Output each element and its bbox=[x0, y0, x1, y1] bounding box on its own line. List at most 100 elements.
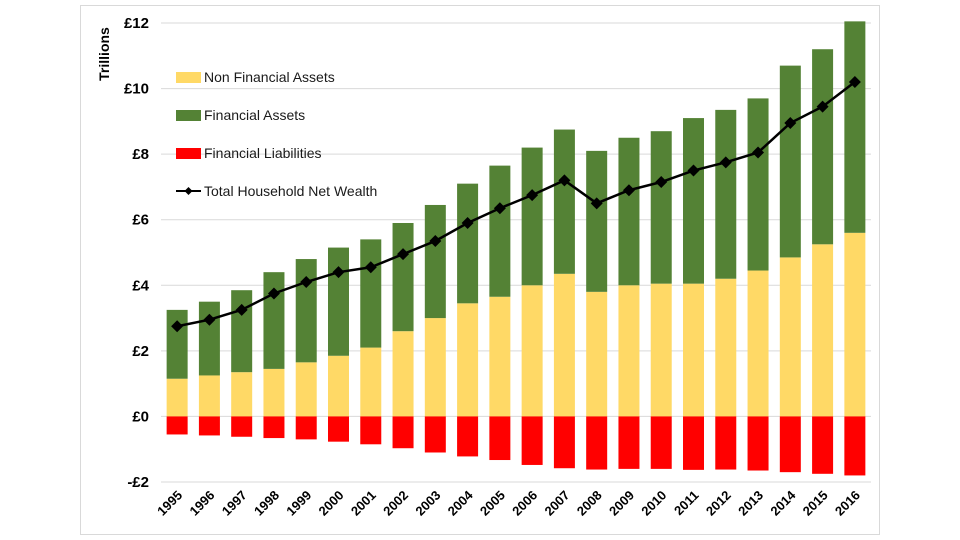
bar-financial-assets bbox=[231, 290, 253, 373]
bar-non-financial-assets bbox=[747, 270, 769, 417]
net-wealth-line bbox=[171, 76, 861, 333]
bar-non-financial-assets bbox=[231, 372, 253, 417]
bar-non-financial-assets bbox=[586, 291, 608, 417]
net-wealth-marker bbox=[235, 303, 248, 316]
x-tick-label: 2004 bbox=[445, 487, 477, 519]
legend-label-non-financial-assets: Non Financial Assets bbox=[204, 69, 335, 85]
net-wealth-marker bbox=[816, 100, 829, 113]
bar-non-financial-assets bbox=[166, 378, 188, 417]
bar-financial-liabilities bbox=[812, 416, 834, 474]
bar-financial-assets bbox=[618, 137, 640, 286]
bar-non-financial-assets bbox=[618, 285, 640, 417]
y-tick-label: £12 bbox=[124, 15, 149, 32]
x-tick-label: 2000 bbox=[316, 488, 347, 519]
net-wealth-marker bbox=[590, 197, 603, 210]
x-tick-label: 1998 bbox=[251, 488, 282, 519]
bar-financial-assets bbox=[812, 49, 834, 245]
net-wealth-marker bbox=[493, 202, 506, 215]
x-tick-label: 2006 bbox=[509, 488, 540, 519]
legend-marker bbox=[184, 187, 193, 195]
x-tick-label: 2014 bbox=[767, 487, 799, 519]
bar-financial-assets bbox=[295, 259, 317, 363]
net-wealth-marker bbox=[461, 216, 474, 229]
bar-non-financial-assets bbox=[198, 375, 220, 417]
bar-non-financial-assets bbox=[392, 331, 414, 417]
bar-financial-liabilities bbox=[263, 416, 285, 439]
y-tick-label: £0 bbox=[132, 408, 149, 425]
bar-financial-assets bbox=[166, 309, 188, 379]
bar-non-financial-assets bbox=[360, 347, 382, 417]
net-wealth-marker bbox=[784, 116, 797, 129]
y-axis-ticks: -£2 £0 £2 £4 £6 £8 £10 £12 bbox=[124, 15, 150, 491]
y-tick-label: £6 bbox=[132, 212, 149, 229]
bar-financial-liabilities bbox=[360, 416, 382, 445]
x-tick-label: 2002 bbox=[380, 488, 411, 519]
bar-financial-assets bbox=[457, 183, 479, 304]
legend-swatch-financial-liabilities bbox=[176, 148, 201, 159]
bar-non-financial-assets bbox=[650, 283, 672, 417]
legend-swatch-financial-assets bbox=[176, 110, 201, 121]
chart-frame: -£2 £0 £2 £4 £6 £8 £10 £12 1995 1996 1997 1998 1999… bbox=[80, 5, 880, 535]
bar-financial-assets bbox=[424, 204, 446, 319]
x-tick-label: 2007 bbox=[541, 488, 572, 519]
net-wealth-marker bbox=[429, 235, 442, 248]
net-wealth-marker bbox=[622, 184, 635, 197]
bar-non-financial-assets bbox=[683, 283, 704, 417]
legend-swatch-non-financial-assets bbox=[176, 72, 201, 83]
bar-non-financial-assets bbox=[715, 278, 737, 417]
bar-financial-assets bbox=[392, 222, 414, 332]
x-tick-label: 2005 bbox=[477, 488, 508, 519]
x-axis-ticks: 1995 1996 1997 1998 1999 2000 2001 2002 2003 2004… bbox=[154, 487, 863, 519]
net-wealth-marker bbox=[719, 156, 732, 169]
x-tick-label: 2012 bbox=[703, 488, 734, 519]
bar-non-financial-assets bbox=[553, 273, 575, 417]
x-tick-label: 2009 bbox=[606, 488, 637, 519]
net-wealth-marker bbox=[558, 174, 571, 187]
bar-financial-liabilities bbox=[424, 416, 446, 453]
bar-non-financial-assets bbox=[263, 368, 285, 417]
legend: Non Financial Assets Financial Assets Fina… bbox=[176, 69, 377, 199]
bar-financial-liabilities bbox=[650, 416, 672, 469]
bar-financial-liabilities bbox=[166, 416, 188, 435]
bar-non-financial-assets bbox=[844, 232, 866, 417]
net-wealth-marker bbox=[752, 146, 765, 159]
net-wealth-marker bbox=[848, 76, 861, 89]
bar-financial-assets bbox=[360, 239, 382, 348]
y-tick-label: £8 bbox=[132, 146, 149, 163]
bar-financial-assets bbox=[844, 21, 866, 233]
bar-financial-liabilities bbox=[844, 416, 866, 476]
y-tick-label: £10 bbox=[124, 81, 149, 98]
bar-financial-assets bbox=[586, 150, 608, 292]
x-tick-label: 1999 bbox=[283, 488, 314, 519]
bar-financial-assets bbox=[553, 129, 575, 274]
net-wealth-marker bbox=[397, 248, 410, 261]
x-tick-label: 2010 bbox=[638, 488, 669, 519]
bar-financial-assets bbox=[521, 147, 543, 286]
bar-financial-liabilities bbox=[521, 416, 543, 465]
bar-non-financial-assets bbox=[424, 318, 446, 417]
bar-financial-assets bbox=[683, 118, 704, 284]
bar-financial-assets bbox=[198, 301, 220, 376]
bar-non-financial-assets bbox=[812, 244, 834, 417]
bar-non-financial-assets bbox=[489, 296, 511, 417]
net-wealth-marker bbox=[687, 164, 700, 177]
net-wealth-marker bbox=[364, 261, 377, 274]
bar-non-financial-assets bbox=[521, 285, 543, 417]
x-tick-label: 2001 bbox=[348, 488, 379, 519]
net-wealth-marker bbox=[655, 176, 668, 189]
bar-non-financial-assets bbox=[295, 362, 317, 417]
bars bbox=[166, 21, 866, 476]
bar-financial-liabilities bbox=[586, 416, 608, 470]
x-tick-label: 1996 bbox=[186, 488, 217, 519]
bar-financial-liabilities bbox=[457, 416, 479, 457]
x-tick-label: 2003 bbox=[412, 488, 443, 519]
legend-label-financial-liabilities: Financial Liabilities bbox=[204, 145, 322, 161]
bar-financial-liabilities bbox=[295, 416, 317, 440]
net-wealth-marker bbox=[526, 189, 539, 202]
bar-financial-assets bbox=[263, 272, 285, 369]
chart-svg: -£2 £0 £2 £4 £6 £8 £10 £12 1995 1996 1997 1998 1999… bbox=[96, 15, 871, 519]
x-tick-label: 1997 bbox=[219, 488, 250, 519]
bar-financial-liabilities bbox=[618, 416, 640, 469]
bar-financial-liabilities bbox=[489, 416, 511, 461]
bar-financial-assets bbox=[650, 131, 672, 284]
